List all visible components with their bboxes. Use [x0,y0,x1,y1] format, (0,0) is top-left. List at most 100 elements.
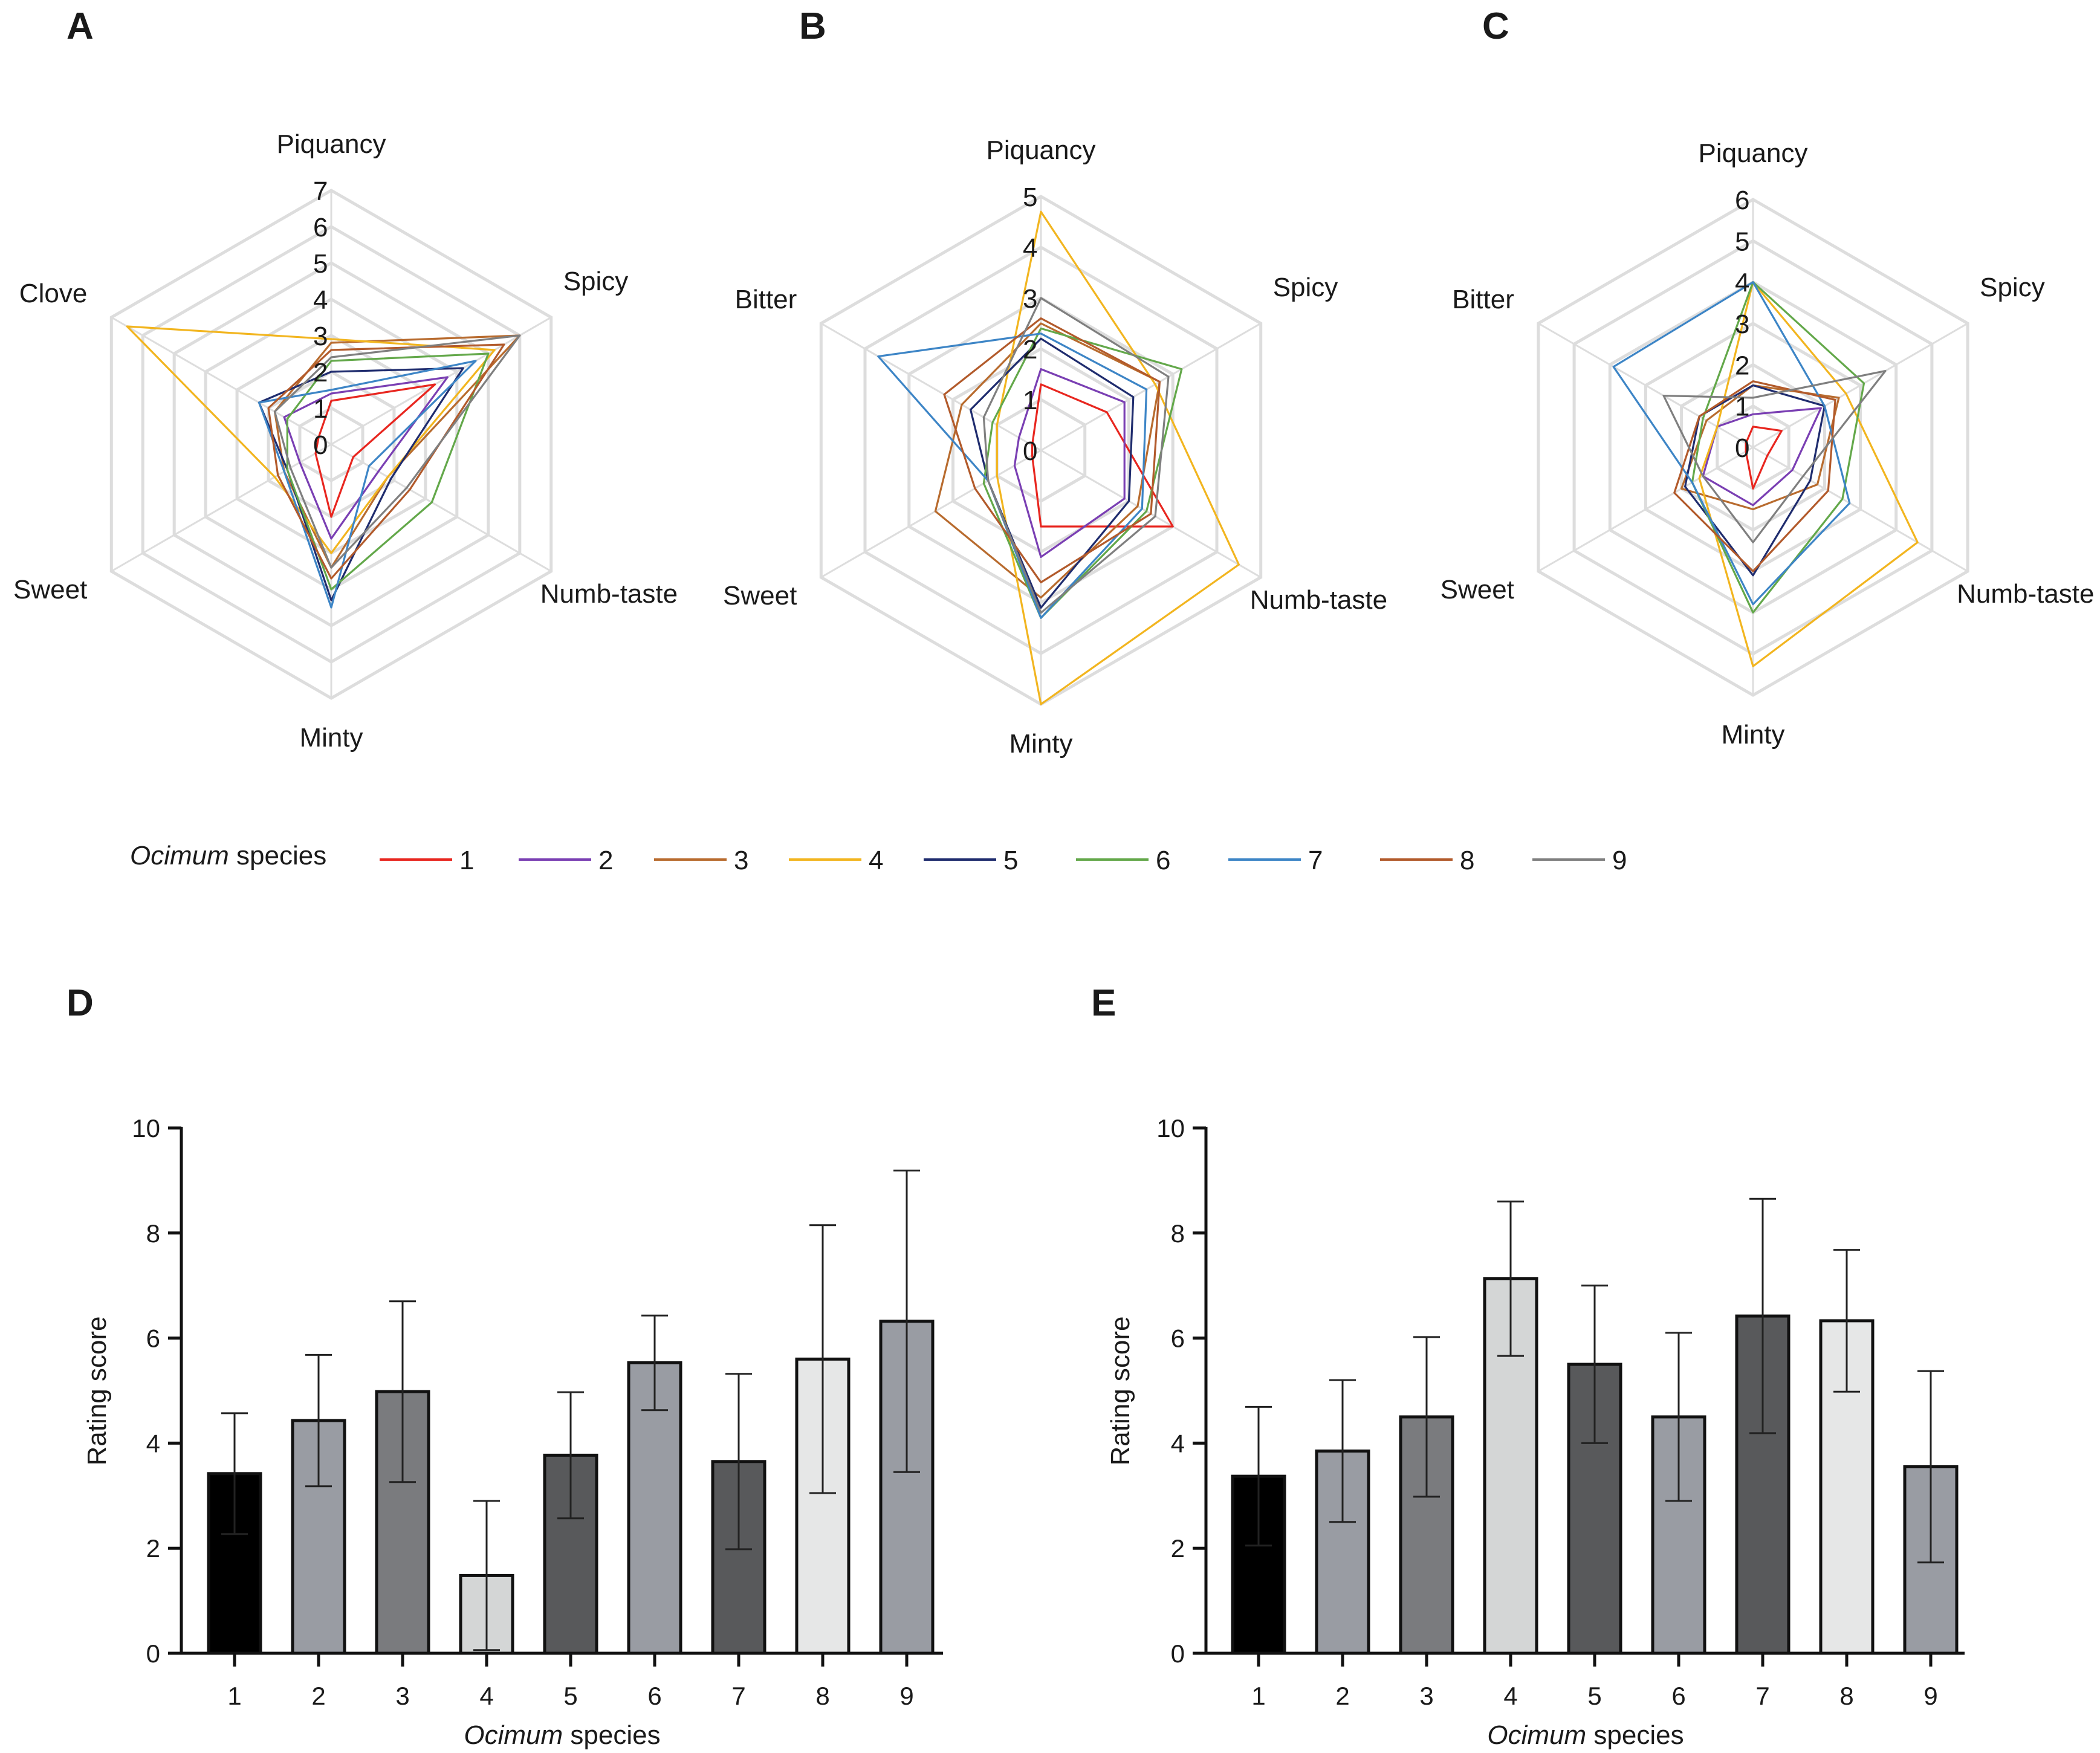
grid-spoke [111,443,332,572]
series-1-line [1745,426,1783,490]
legend-label-8: 8 [1460,846,1474,875]
grid-spoke [820,449,1042,578]
x-tick-label-9: 9 [899,1682,913,1710]
series-4-line [996,210,1240,705]
error-bar-8 [1833,1249,1860,1393]
x-tick-label-4: 4 [479,1682,493,1710]
tick-label-1: 1 [1023,386,1037,415]
grid-spoke [820,322,1042,452]
tick-label-5: 5 [1735,227,1749,256]
error-bar-2 [1329,1379,1356,1523]
y-tick-label-6: 6 [1171,1324,1185,1353]
legend-label-5: 5 [1003,846,1018,875]
grid-spoke [1752,322,1968,449]
tick-label-7: 7 [313,177,328,206]
y-tick-label-2: 2 [1171,1534,1185,1563]
series-2-line [1013,368,1126,559]
y-tick-label-2: 2 [146,1534,160,1563]
axis-label-numb-taste: Numb-taste [1957,579,2094,609]
tick-label-1: 1 [1735,392,1749,422]
tick-label-3: 3 [313,322,328,351]
y-tick-label-8: 8 [146,1219,160,1248]
legend-title-italic: Ocimum [130,841,229,870]
series-6-line [1691,281,1865,614]
legend-label-1: 1 [459,846,474,875]
x-tick-label-1: 1 [227,1682,241,1710]
error-bar-6 [1665,1332,1692,1502]
error-bar-5 [557,1391,584,1520]
x-tick-label-3: 3 [395,1682,409,1710]
y-axis-title: Rating score [1106,1316,1135,1465]
panel-label: C [1482,5,1509,47]
tick-label-4: 4 [1735,268,1749,298]
legend: Ocimum species 1 2 3 4 5 6 7 8 9 [130,841,1627,875]
series-9-line [1662,369,1887,543]
x-tick-label-1: 1 [1251,1682,1265,1710]
series-6-line [286,352,490,591]
tick-label-2: 2 [1023,335,1037,365]
x-tick-label-8: 8 [815,1682,829,1710]
error-bar-3 [1413,1336,1440,1498]
axis-label-piquancy: Piquancy [1698,138,1807,168]
axis-label-piquancy: Piquancy [986,135,1095,165]
axis-label-spicy: Spicy [1980,273,2045,302]
x-tick-label-5: 5 [1587,1682,1601,1710]
error-bar-4 [1497,1201,1524,1357]
legend-label-4: 4 [869,846,883,875]
series-7-line [258,360,477,609]
error-bar-1 [221,1412,248,1535]
grid-spoke [111,316,332,446]
series-4-line [126,325,496,554]
tick-label-4: 4 [313,285,328,315]
tick-label-3: 3 [1735,309,1749,339]
axis-label-numb-taste: Numb-taste [540,579,678,609]
grid-spoke [1752,446,1968,572]
y-tick-label-6: 6 [146,1324,160,1353]
x-tick-label-7: 7 [731,1682,745,1710]
error-bar-5 [1581,1285,1608,1444]
x-tick-label-4: 4 [1503,1682,1517,1710]
legend-title-rest: species [229,841,326,870]
legend-label-6: 6 [1156,846,1170,875]
x-tick-label-2: 2 [311,1682,325,1710]
x-tick-label-2: 2 [1335,1682,1349,1710]
axis-label-bitter: Bitter [735,285,797,314]
error-bar-1 [1245,1405,1272,1547]
tick-label-5: 5 [313,249,328,279]
x-tick-label-6: 6 [647,1682,661,1710]
tick-label-5: 5 [1023,183,1037,212]
axis-label-numb-taste: Numb-taste [1250,585,1387,615]
series-8-line [267,343,505,580]
y-tick-label-4: 4 [1171,1429,1185,1457]
panel-label: A [66,5,94,47]
axis-label-bitter: Bitter [1452,285,1514,314]
series-2-line [283,376,449,540]
tick-label-0: 0 [1023,436,1037,466]
y-tick-label-8: 8 [1171,1219,1185,1248]
error-bar-9 [893,1169,920,1473]
y-tick-label-10: 10 [1156,1114,1185,1142]
tick-label-2: 2 [1735,351,1749,380]
tick-label-3: 3 [1023,284,1037,314]
x-axis-title-rest: species [563,1720,660,1750]
x-axis-title: Ocimum species [464,1720,660,1750]
grid-spoke [1040,322,1262,452]
axis-label-spicy: Spicy [1273,273,1338,302]
grid-spoke [331,316,552,446]
series-4-line [1698,281,1919,667]
axis-label-spicy: Spicy [563,267,629,296]
series-8-line [1673,380,1836,572]
x-axis-title-rest: species [1586,1720,1684,1750]
error-bar-3 [389,1300,416,1483]
x-axis-title-italic: Ocimum [464,1720,563,1750]
series-1-line [314,383,436,518]
tick-label-0: 0 [1735,433,1749,463]
panel-label: B [799,5,826,47]
axis-label-minty: Minty [1721,720,1784,750]
x-axis-title-italic: Ocimum [1487,1720,1586,1750]
y-tick-label-10: 10 [132,1114,160,1142]
x-tick-label-3: 3 [1419,1682,1433,1710]
